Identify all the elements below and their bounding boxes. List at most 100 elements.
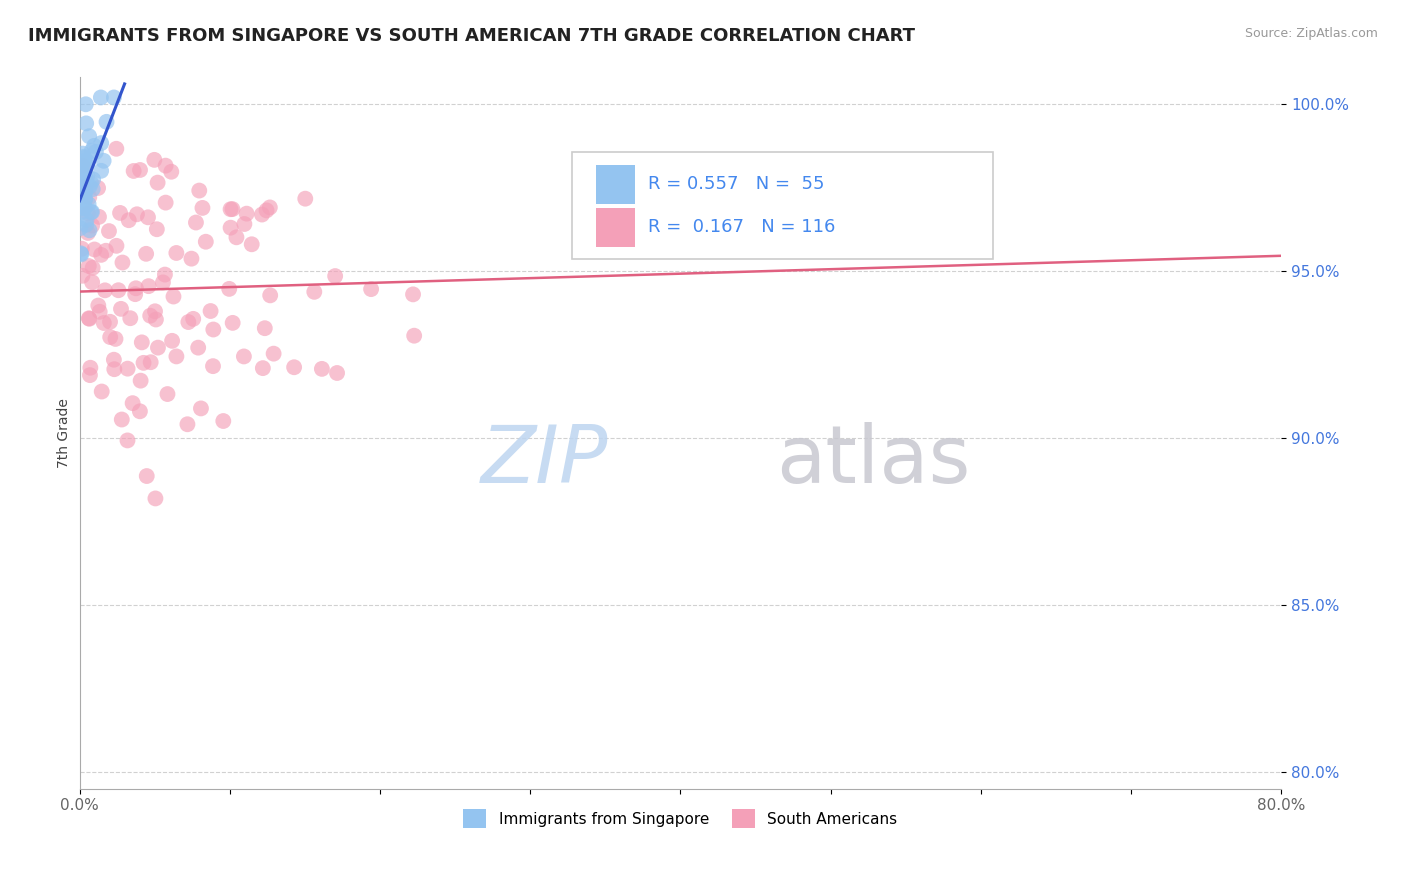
Point <box>70 158 93 172</box>
Point <box>107 283 129 297</box>
Point <box>145 491 167 506</box>
Point <box>188 184 211 198</box>
Point <box>103 362 125 376</box>
Point <box>70 247 93 261</box>
Point <box>136 211 159 225</box>
Point <box>143 153 166 167</box>
Point <box>82 260 104 275</box>
Point <box>80 176 103 190</box>
Point <box>250 208 273 222</box>
Point <box>259 201 281 215</box>
Point <box>72 201 94 215</box>
Point <box>153 268 176 282</box>
Point <box>77 190 100 204</box>
Point <box>218 282 240 296</box>
Point <box>75 97 97 112</box>
Point <box>323 268 346 283</box>
Text: atlas: atlas <box>776 423 970 500</box>
Point <box>77 259 100 273</box>
Point <box>256 203 278 218</box>
Point <box>162 289 184 303</box>
Point <box>79 179 101 194</box>
Point <box>80 144 103 158</box>
Point <box>124 287 146 301</box>
Text: IMMIGRANTS FROM SINGAPORE VS SOUTH AMERICAN 7TH GRADE CORRELATION CHART: IMMIGRANTS FROM SINGAPORE VS SOUTH AMERI… <box>28 27 915 45</box>
Point <box>72 204 94 219</box>
Point <box>80 219 103 233</box>
Point <box>120 311 142 326</box>
Point <box>73 151 96 165</box>
Point <box>70 199 93 213</box>
Point <box>94 283 117 297</box>
Point <box>73 171 96 186</box>
Point <box>76 169 98 184</box>
Point <box>79 223 101 237</box>
Text: R =  0.167   N = 116: R = 0.167 N = 116 <box>648 218 835 235</box>
Point <box>165 246 187 260</box>
Point <box>146 222 169 236</box>
Point <box>118 213 141 227</box>
Point <box>73 185 96 199</box>
Point <box>73 171 96 186</box>
Point <box>76 157 98 171</box>
Point <box>75 218 97 232</box>
Point <box>194 235 217 249</box>
Point <box>76 155 98 169</box>
Point <box>73 174 96 188</box>
Point <box>77 197 100 211</box>
Point <box>191 201 214 215</box>
Point <box>75 174 97 188</box>
Point <box>201 359 224 373</box>
Point <box>94 244 117 258</box>
Point <box>143 304 166 318</box>
Point <box>139 309 162 323</box>
Point <box>235 207 257 221</box>
Point <box>125 207 148 221</box>
Point <box>73 150 96 164</box>
Point <box>187 341 209 355</box>
Point <box>294 192 316 206</box>
Point <box>138 279 160 293</box>
Point <box>108 206 131 220</box>
Point <box>283 360 305 375</box>
Point <box>110 301 132 316</box>
Point <box>200 304 222 318</box>
Point <box>111 255 134 269</box>
Point <box>219 202 242 217</box>
Text: ZIP: ZIP <box>481 423 609 500</box>
Y-axis label: 7th Grade: 7th Grade <box>58 398 72 468</box>
Point <box>180 252 202 266</box>
Point <box>98 224 121 238</box>
Point <box>304 285 326 299</box>
Point <box>221 316 243 330</box>
Text: R = 0.557   N =  55: R = 0.557 N = 55 <box>648 175 824 193</box>
Point <box>72 146 94 161</box>
Point <box>72 186 94 201</box>
Point <box>73 170 96 185</box>
Point <box>404 328 426 343</box>
Point <box>77 311 100 326</box>
Point <box>311 362 333 376</box>
Point <box>79 360 101 375</box>
Point <box>84 145 107 159</box>
Point <box>221 202 243 216</box>
Point <box>165 350 187 364</box>
Point <box>129 374 152 388</box>
Point <box>69 221 91 235</box>
Point <box>75 176 97 190</box>
Point <box>69 246 91 260</box>
Point <box>155 195 177 210</box>
Point <box>145 312 167 326</box>
Point <box>72 179 94 194</box>
FancyBboxPatch shape <box>596 165 634 204</box>
Point <box>79 368 101 383</box>
Point <box>131 335 153 350</box>
Point <box>253 321 276 335</box>
Point <box>77 206 100 220</box>
Point <box>82 182 104 196</box>
Point <box>72 183 94 197</box>
Point <box>83 139 105 153</box>
Point <box>75 186 97 200</box>
Point <box>93 316 115 330</box>
Point <box>129 404 152 418</box>
